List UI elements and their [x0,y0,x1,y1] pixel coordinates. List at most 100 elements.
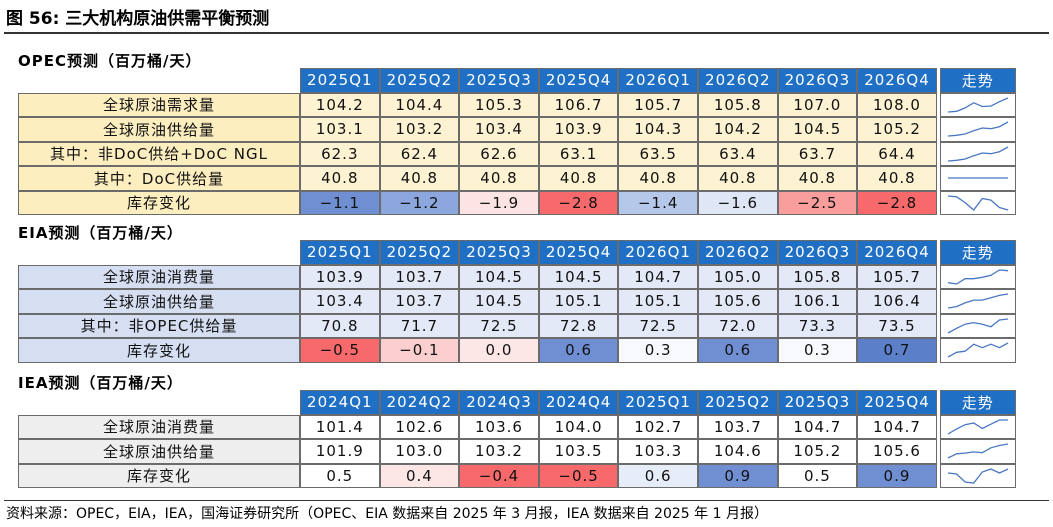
value-cell: 104.5 [538,264,619,289]
value-cell: −1.4 [618,190,698,215]
sparkline [947,293,1008,309]
value-cell: −0.1 [379,338,460,363]
sparkline-area [947,318,1008,334]
value-cell: 105.1 [538,289,619,314]
rule [4,32,1049,34]
source-note: 资料来源：OPEC，EIA，IEA，国海证券研究所（OPEC、EIA 数据来自 … [6,506,768,522]
value-cell: 0.7 [857,338,937,363]
figure-title: 图 56: 三大机构原油供需平衡预测 [6,9,270,29]
value-cell: 108.0 [857,92,937,117]
value-cell: 105.7 [857,264,937,289]
value-cell: 106.7 [538,92,619,117]
value-cell: 103.4 [459,117,539,142]
value-cell: 62.6 [459,141,539,166]
value-cell: 103.9 [300,264,380,289]
value-cell: 72.0 [698,313,778,338]
value-cell: 0.6 [618,463,698,488]
value-cell: 40.8 [300,166,380,191]
value-cell: 63.1 [538,141,619,166]
value-cell: 103.3 [618,439,698,464]
value-cell: 104.3 [618,117,698,142]
value-cell: −2.5 [777,190,858,215]
column-header: 2026Q1 [618,240,698,265]
column-header: 2024Q2 [379,390,460,415]
value-cell: 104.0 [538,414,619,439]
value-cell: 63.5 [618,141,698,166]
column-header: 2025Q1 [300,68,380,93]
value-cell: 103.5 [538,439,619,464]
value-cell: 73.3 [777,313,858,338]
sparkline-area [947,121,1009,137]
sparkline-area [947,293,1008,309]
value-cell: 106.1 [777,289,858,314]
section-label: OPEC预测（百万桶/天） [18,52,202,70]
sparkline-area [947,195,1008,211]
column-header: 2025Q2 [379,240,460,265]
section-label: IEA预测（百万桶/天） [18,374,183,392]
row-label: 全球原油供给量 [18,117,300,142]
row-label: 库存变化 [18,338,300,363]
column-header: 2025Q2 [698,390,778,415]
column-header: 2024Q4 [538,390,619,415]
value-cell: 72.5 [459,313,539,338]
trend-cell [939,338,1016,363]
column-header: 走势 [939,68,1016,93]
value-cell: 105.8 [698,92,778,117]
sparkline [947,269,1008,285]
column-header: 2026Q3 [777,240,858,265]
value-cell: 104.7 [777,414,858,439]
sparkline [947,443,1008,459]
value-cell: 105.2 [777,439,858,464]
value-cell: 104.4 [379,92,460,117]
value-cell: 40.8 [777,166,858,191]
row-label: 库存变化 [18,190,300,215]
value-cell: 105.8 [777,264,858,289]
trend-cell [939,166,1016,191]
trend-cell [939,190,1016,215]
section-label: EIA预测（百万桶/天） [18,224,183,242]
value-cell: 107.0 [777,92,858,117]
value-cell: 40.8 [618,166,698,191]
column-header: 2025Q3 [459,68,539,93]
trend-cell [939,439,1016,464]
value-cell: 101.9 [300,439,380,464]
sparkline-area [947,419,1008,435]
value-cell: −2.8 [857,190,937,215]
value-cell: 40.8 [538,166,619,191]
trend-cell [939,141,1016,166]
value-cell: −1.9 [459,190,539,215]
value-cell: −0.5 [538,463,619,488]
column-header: 2025Q1 [618,390,698,415]
sparkline-area [947,468,1009,484]
column-header: 2026Q4 [857,240,937,265]
value-cell: 64.4 [857,141,937,166]
column-header: 2026Q2 [698,68,778,93]
value-cell: 104.5 [459,264,539,289]
value-cell: 40.8 [698,166,778,191]
value-cell: 105.6 [698,289,778,314]
value-cell: 103.7 [379,264,460,289]
sparkline [947,342,1009,358]
trend-cell [939,289,1016,314]
trend-cell [939,92,1016,117]
trend-cell [939,463,1016,488]
sparkline-area [947,97,1009,113]
rule [4,500,1049,501]
sparkline [947,97,1009,113]
value-cell: −1.1 [300,190,380,215]
sparkline [947,146,1009,162]
column-header: 2025Q4 [857,390,937,415]
value-cell: 105.1 [618,289,698,314]
value-cell: 40.8 [379,166,460,191]
value-cell: 104.5 [777,117,858,142]
sparkline [947,195,1008,211]
row-label: 全球原油供给量 [18,289,300,314]
trend-cell [939,313,1016,338]
value-cell: 72.5 [618,313,698,338]
column-header: 2025Q3 [777,390,858,415]
value-cell: 0.5 [777,463,858,488]
trend-cell [939,414,1016,439]
value-cell: 70.8 [300,313,380,338]
sparkline-area [947,177,1008,179]
value-cell: 73.5 [857,313,937,338]
